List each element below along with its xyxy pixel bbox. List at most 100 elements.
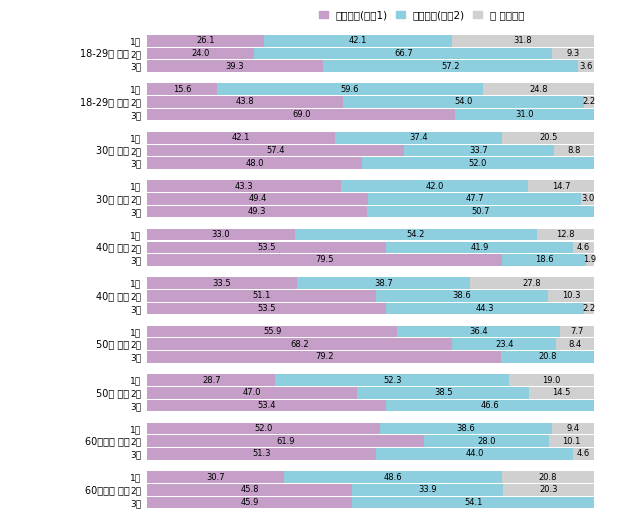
Text: 9.3: 9.3 [566, 49, 580, 58]
Bar [503, 484, 594, 496]
Text: 33.5: 33.5 [212, 279, 231, 288]
Text: 69.0: 69.0 [292, 110, 310, 119]
Bar [502, 132, 594, 143]
Text: 61.9: 61.9 [276, 437, 295, 446]
Bar [502, 471, 595, 483]
Bar [502, 254, 586, 266]
Bar [147, 423, 380, 434]
Text: 3.0: 3.0 [581, 194, 595, 203]
Text: 31.0: 31.0 [515, 110, 534, 119]
Bar [264, 35, 452, 47]
Bar [424, 435, 549, 447]
Text: 39.3: 39.3 [226, 61, 244, 70]
Text: 28.0: 28.0 [477, 437, 495, 446]
Bar [368, 193, 581, 205]
Bar [147, 326, 397, 338]
Bar [501, 351, 594, 363]
Text: 36.4: 36.4 [469, 327, 488, 336]
Text: 10.1: 10.1 [563, 437, 580, 446]
Text: 50.7: 50.7 [472, 207, 490, 216]
Bar [147, 109, 456, 120]
Legend: 소득보장(대안1), 재정안정(대안2), 잘 모르겠다: 소득보장(대안1), 재정안정(대안2), 잘 모르겠다 [319, 10, 525, 20]
Text: 54.2: 54.2 [406, 230, 425, 239]
Bar [573, 448, 593, 460]
Text: 45.8: 45.8 [240, 485, 259, 494]
Text: 60세이상 여성: 60세이상 여성 [84, 485, 129, 495]
Bar [470, 277, 594, 289]
Bar [362, 157, 594, 169]
Bar [529, 387, 594, 398]
Bar [386, 400, 594, 411]
Bar [573, 242, 594, 253]
Bar [147, 83, 217, 95]
Text: 53.5: 53.5 [257, 243, 276, 252]
Bar [340, 181, 528, 192]
Bar [147, 277, 297, 289]
Bar [584, 96, 594, 108]
Bar [275, 374, 509, 386]
Bar [147, 339, 452, 350]
Text: 24.8: 24.8 [529, 85, 548, 94]
Text: 50대 남성: 50대 남성 [96, 339, 129, 349]
Text: 54.1: 54.1 [464, 498, 483, 507]
Text: 2.2: 2.2 [582, 98, 596, 107]
Bar [217, 83, 483, 95]
Bar [554, 144, 593, 156]
Text: 38.6: 38.6 [456, 424, 475, 433]
Text: 26.1: 26.1 [196, 36, 215, 45]
Text: 42.1: 42.1 [349, 36, 367, 45]
Bar [456, 109, 594, 120]
Bar [404, 144, 554, 156]
Bar [147, 229, 294, 240]
Bar [284, 471, 502, 483]
Text: 50대 여성: 50대 여성 [96, 388, 129, 398]
Text: 8.4: 8.4 [568, 340, 582, 349]
Bar [147, 497, 352, 508]
Bar [537, 229, 594, 240]
Bar [147, 60, 323, 72]
Text: 38.6: 38.6 [452, 291, 471, 300]
Text: 31.8: 31.8 [514, 36, 532, 45]
Bar [548, 290, 594, 301]
Text: 57.2: 57.2 [442, 61, 460, 70]
Bar [376, 448, 573, 460]
Bar [549, 435, 594, 447]
Text: 46.6: 46.6 [481, 401, 499, 410]
Bar [586, 254, 594, 266]
Text: 42.1: 42.1 [232, 133, 250, 142]
Bar [386, 242, 573, 253]
Bar [552, 423, 594, 434]
Text: 27.8: 27.8 [523, 279, 541, 288]
Bar [386, 302, 584, 314]
Text: 41.9: 41.9 [470, 243, 489, 252]
Bar [147, 387, 357, 398]
Text: 55.9: 55.9 [263, 327, 281, 336]
Text: 60세이상 남성: 60세이상 남성 [84, 436, 129, 446]
Bar [147, 290, 376, 301]
Text: 15.6: 15.6 [173, 85, 191, 94]
Bar [147, 351, 501, 363]
Bar [294, 229, 537, 240]
Bar [147, 242, 386, 253]
Text: 42.0: 42.0 [426, 182, 444, 191]
Text: 4.6: 4.6 [577, 243, 590, 252]
Bar [343, 96, 584, 108]
Bar [556, 339, 594, 350]
Text: 20.8: 20.8 [538, 352, 557, 361]
Text: 18.6: 18.6 [534, 256, 553, 265]
Text: 52.0: 52.0 [468, 159, 487, 167]
Bar [147, 181, 340, 192]
Text: 18-29세 여성: 18-29세 여성 [81, 97, 129, 107]
Text: 49.4: 49.4 [248, 194, 267, 203]
Text: 37.4: 37.4 [410, 133, 428, 142]
Bar [483, 83, 594, 95]
Bar [559, 326, 594, 338]
Text: 79.5: 79.5 [316, 256, 334, 265]
Text: 52.3: 52.3 [383, 375, 401, 385]
Text: 14.5: 14.5 [552, 388, 571, 397]
Text: 47.0: 47.0 [243, 388, 262, 397]
Bar [147, 254, 502, 266]
Text: 44.3: 44.3 [476, 304, 495, 313]
Text: 33.7: 33.7 [470, 146, 488, 155]
Text: 52.0: 52.0 [254, 424, 273, 433]
